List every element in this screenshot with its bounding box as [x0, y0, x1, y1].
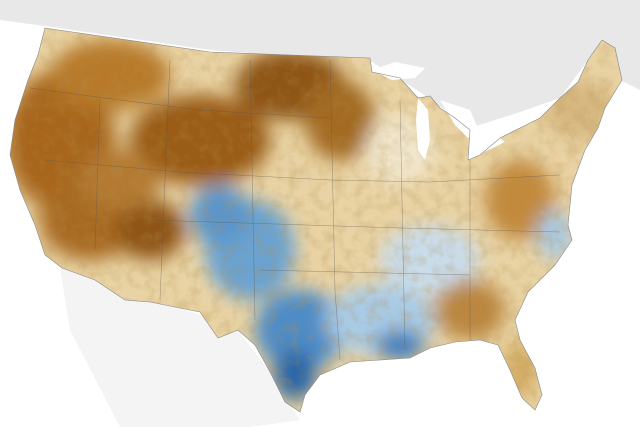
lake-erie	[470, 138, 505, 155]
mexico	[60, 268, 300, 427]
lake-superior	[372, 62, 425, 80]
state-lines	[29, 59, 561, 361]
coastline	[9, 27, 623, 413]
lake-michigan	[416, 98, 430, 160]
canada	[0, 0, 640, 128]
lake-ontario	[510, 115, 535, 126]
